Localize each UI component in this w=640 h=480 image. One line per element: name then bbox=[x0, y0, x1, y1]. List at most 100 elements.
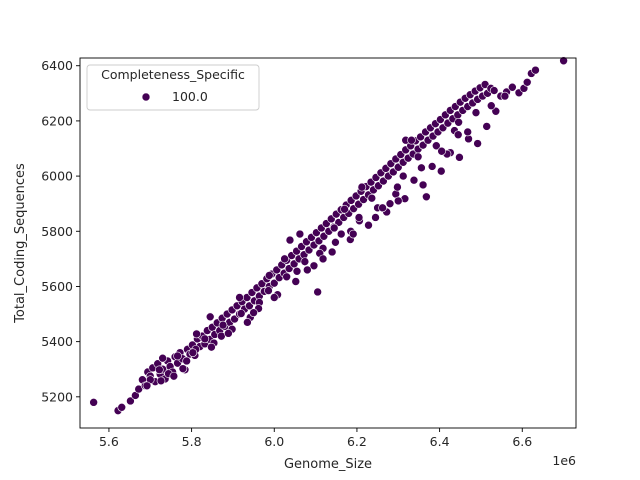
data-point bbox=[269, 293, 279, 302]
data-point bbox=[455, 153, 464, 162]
data-point bbox=[473, 139, 482, 148]
data-point bbox=[205, 312, 215, 322]
data-point bbox=[357, 182, 367, 192]
x-tick-label: 6.2 bbox=[347, 434, 367, 449]
y-tick-label: 5600 bbox=[41, 279, 73, 294]
data-point bbox=[522, 77, 532, 87]
x-tick-label: 6.0 bbox=[264, 434, 284, 449]
y-tick-label: 6200 bbox=[41, 113, 73, 128]
data-point bbox=[489, 86, 499, 95]
data-point bbox=[295, 229, 305, 239]
legend-box bbox=[86, 64, 260, 111]
data-point bbox=[178, 364, 188, 373]
data-point bbox=[336, 229, 346, 239]
data-point bbox=[224, 329, 233, 338]
data-point bbox=[364, 220, 373, 230]
data-point bbox=[486, 101, 496, 111]
data-point bbox=[508, 82, 517, 92]
data-point bbox=[348, 229, 358, 239]
data-point bbox=[235, 293, 244, 302]
data-point bbox=[413, 152, 423, 162]
data-points bbox=[89, 56, 568, 415]
data-point bbox=[385, 199, 395, 208]
data-point bbox=[236, 309, 246, 318]
data-point bbox=[500, 91, 510, 101]
data-point bbox=[173, 351, 182, 361]
data-point bbox=[313, 287, 322, 297]
data-point bbox=[331, 238, 340, 247]
data-point bbox=[243, 318, 252, 327]
data-point bbox=[282, 272, 291, 282]
data-point bbox=[367, 193, 377, 203]
legend-marker bbox=[141, 92, 151, 102]
data-point bbox=[354, 213, 364, 222]
data-point bbox=[427, 162, 437, 171]
y-tick-label: 5200 bbox=[41, 389, 73, 404]
legend-entry-label: 100.0 bbox=[172, 89, 208, 104]
data-point bbox=[280, 254, 289, 264]
data-point bbox=[291, 277, 301, 286]
data-point bbox=[491, 106, 501, 116]
data-point bbox=[422, 192, 431, 202]
data-point bbox=[309, 261, 319, 271]
data-point bbox=[249, 308, 258, 317]
data-point bbox=[463, 127, 473, 137]
data-point bbox=[182, 356, 191, 366]
data-point bbox=[431, 141, 441, 151]
data-point bbox=[318, 254, 328, 264]
y-tick-label: 6000 bbox=[41, 169, 73, 184]
data-point bbox=[437, 146, 446, 156]
data-point bbox=[265, 271, 274, 280]
x-axis-offset-label: 1e6 bbox=[552, 453, 576, 468]
x-tick-label: 6.4 bbox=[430, 434, 450, 449]
data-point bbox=[471, 108, 481, 117]
data-point bbox=[531, 65, 540, 75]
data-point bbox=[559, 56, 568, 66]
data-point bbox=[188, 348, 198, 357]
data-point bbox=[89, 398, 98, 407]
data-point bbox=[417, 163, 426, 173]
y-tick-label: 5400 bbox=[41, 334, 73, 349]
data-point bbox=[218, 320, 228, 330]
data-point bbox=[303, 265, 312, 275]
data-point bbox=[329, 223, 339, 233]
data-point bbox=[269, 278, 279, 288]
data-point bbox=[156, 376, 166, 386]
data-point bbox=[155, 365, 164, 375]
data-point bbox=[126, 396, 135, 406]
data-point bbox=[300, 257, 310, 266]
x-tick-label: 5.8 bbox=[182, 434, 202, 449]
data-point bbox=[285, 235, 295, 245]
data-point bbox=[292, 266, 302, 276]
data-point bbox=[207, 342, 216, 352]
x-tick-label: 5.6 bbox=[99, 434, 119, 449]
data-point bbox=[407, 135, 416, 145]
legend-title: Completeness_Specific bbox=[101, 67, 245, 82]
data-point bbox=[158, 353, 167, 363]
plot-frame bbox=[79, 57, 577, 429]
data-point bbox=[393, 182, 402, 192]
y-tick-label: 5800 bbox=[41, 224, 73, 239]
data-point bbox=[264, 286, 273, 295]
data-point bbox=[142, 381, 152, 391]
data-point bbox=[117, 403, 127, 412]
y-axis-label: Total_Coding_Sequences bbox=[13, 163, 28, 324]
data-point bbox=[340, 204, 349, 214]
x-axis-label: Genome_Size bbox=[284, 457, 372, 472]
legend: Completeness_Specific 100.0 bbox=[86, 64, 260, 111]
data-point bbox=[436, 166, 446, 176]
data-point bbox=[169, 371, 179, 381]
data-point bbox=[453, 130, 463, 140]
data-point bbox=[409, 175, 419, 185]
data-point bbox=[418, 180, 428, 190]
data-point bbox=[327, 247, 337, 257]
y-tick-label: 6400 bbox=[41, 58, 73, 73]
data-point bbox=[454, 117, 463, 127]
x-tick-label: 6.6 bbox=[512, 434, 532, 449]
data-point bbox=[371, 213, 380, 222]
data-point bbox=[192, 329, 201, 339]
axis-ticks: 5.6 5.8 6.0 6.2 6.4 6.6 5200 5400 5600 5800 6000 62… bbox=[41, 58, 532, 449]
data-point bbox=[482, 122, 492, 131]
data-point bbox=[398, 171, 408, 181]
